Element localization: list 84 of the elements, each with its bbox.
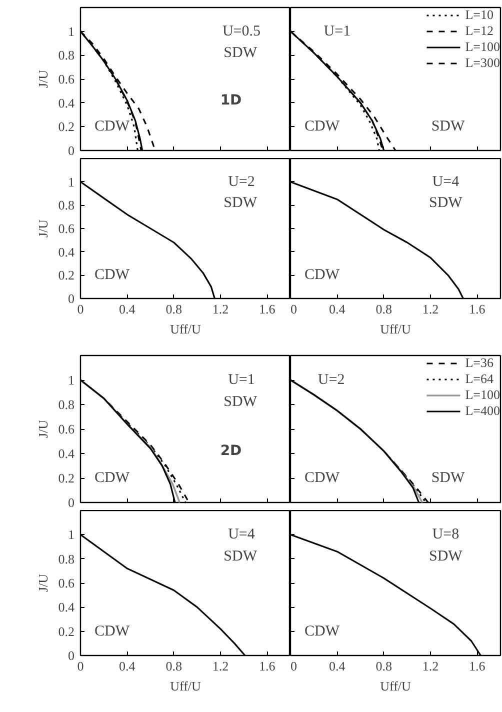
y-tick-label: 0.6 <box>58 422 75 436</box>
y-tick-label: 0.2 <box>58 624 74 639</box>
y-tick-label: 0.4 <box>58 244 75 260</box>
y-tick-label: 0.6 <box>58 72 75 86</box>
y-tick-label: 0.4 <box>58 446 75 461</box>
annotation: CDW <box>94 623 130 640</box>
y-tick-label: 0 <box>68 495 74 510</box>
y-tick-label: 0.8 <box>58 397 74 412</box>
legend-label: L=300 <box>465 55 500 71</box>
x-tick-label: 0.4 <box>329 302 346 316</box>
annotation: SDW <box>224 394 258 410</box>
y-tick-label: 1 <box>68 527 74 542</box>
x-tick-label: 0.4 <box>119 302 136 316</box>
legend-label: L=400 <box>465 403 500 419</box>
annotation: SDW <box>224 44 258 61</box>
y-tick-label: 0 <box>68 143 74 158</box>
annotation: U=1 <box>228 372 255 388</box>
annotation: U=2 <box>228 174 255 190</box>
annotation: U=2 <box>318 372 345 388</box>
annotation: SDW <box>429 548 464 564</box>
y-tick-label: 0.4 <box>58 95 75 110</box>
y-tick-label: 0.2 <box>58 119 74 134</box>
y-tick-label: 1 <box>68 174 74 190</box>
annotation: SDW <box>431 118 466 135</box>
x-tick-label: 0.8 <box>166 658 182 674</box>
annotation: CDW <box>304 118 340 135</box>
y-tick-label: 0 <box>68 291 74 306</box>
x-axis-title: Uff/U <box>170 678 202 694</box>
x-tick-label: 1.2 <box>212 658 229 674</box>
annotation: U=1 <box>324 23 351 40</box>
x-tick-label: 0 <box>290 302 297 316</box>
annotation: SDW <box>224 548 258 564</box>
y-axis-title: J/U <box>35 218 50 238</box>
x-tick-label: 1.6 <box>259 302 276 316</box>
annotation: SDW <box>431 470 466 486</box>
x-axis-title: Uff/U <box>380 678 412 694</box>
x-tick-label: 1.6 <box>469 302 486 316</box>
annotation: U=0.5 <box>222 23 261 40</box>
x-tick-label: 0.8 <box>376 302 392 316</box>
y-tick-label: 0.4 <box>58 600 75 615</box>
annotation: U=4 <box>432 174 460 190</box>
x-tick-label: 1.2 <box>422 302 439 316</box>
y-axis-title: J/U <box>35 419 50 438</box>
x-tick-label: 1.2 <box>422 658 439 674</box>
x-tick-label: 0.4 <box>119 658 136 674</box>
legend-label: L=36 <box>465 355 494 371</box>
y-tick-label: 0.6 <box>58 576 75 590</box>
annotation: 1D <box>220 92 242 108</box>
annotation: CDW <box>304 623 340 640</box>
x-axis-title: Uff/U <box>170 322 202 336</box>
x-axis-title: Uff/U <box>380 322 412 336</box>
legend-label: L=100 <box>465 39 500 55</box>
annotation: SDW <box>224 194 258 211</box>
legend-label: L=64 <box>465 371 494 387</box>
x-tick-label: 0.4 <box>329 658 346 674</box>
annotation: CDW <box>304 267 340 284</box>
legend-label: L=10 <box>465 7 494 23</box>
y-tick-label: 0.2 <box>58 268 74 283</box>
y-tick-label: 0.8 <box>58 48 74 63</box>
x-tick-label: 0.8 <box>376 658 392 674</box>
y-tick-label: 0.8 <box>58 551 74 566</box>
y-tick-label: 0.8 <box>58 198 74 213</box>
x-tick-label: 0.8 <box>166 302 182 316</box>
annotation: U=4 <box>228 526 256 543</box>
y-axis-title: J/U <box>35 69 50 88</box>
y-tick-label: 0.6 <box>58 221 75 236</box>
legend-label: L=12 <box>465 23 494 39</box>
x-tick-label: 1.6 <box>259 658 276 674</box>
x-tick-label: 1.2 <box>212 302 229 316</box>
legend-label: L=100 <box>465 387 500 403</box>
annotation: CDW <box>94 118 130 135</box>
annotation: U=8 <box>432 526 460 543</box>
x-tick-label: 1.6 <box>469 658 486 674</box>
annotation: SDW <box>429 194 464 211</box>
y-tick-label: 1 <box>68 24 74 39</box>
x-tick-label: 0 <box>290 658 297 674</box>
y-tick-label: 1 <box>68 372 74 388</box>
annotation: 2D <box>220 443 242 460</box>
annotation: CDW <box>94 267 130 284</box>
annotation: CDW <box>304 470 340 486</box>
annotation: CDW <box>94 470 130 486</box>
y-axis-title: J/U <box>35 573 50 592</box>
y-tick-label: 0.2 <box>58 470 74 486</box>
y-tick-label: 0 <box>68 648 74 663</box>
